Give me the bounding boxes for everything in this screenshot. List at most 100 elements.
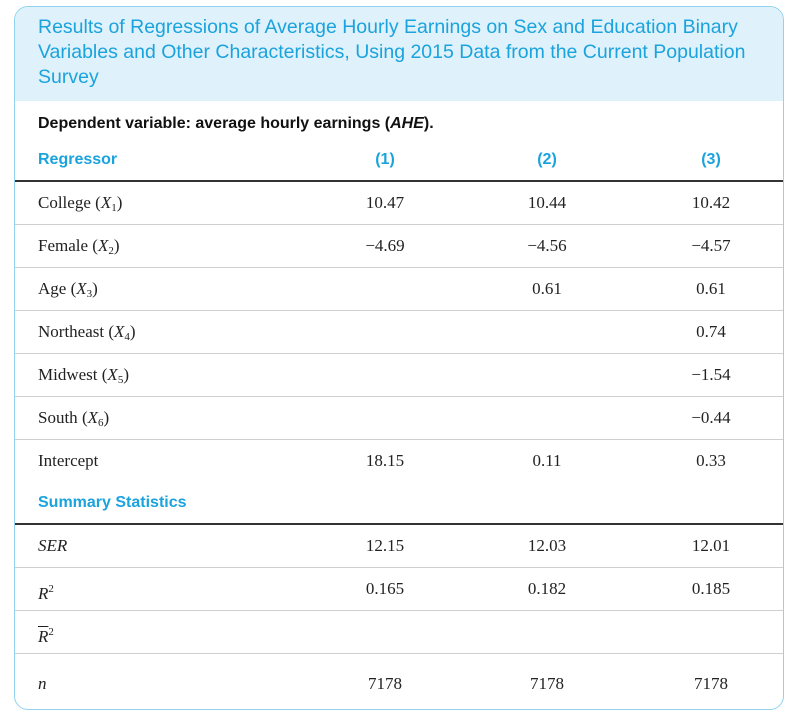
table-title: Results of Regressions of Average Hourly…: [38, 16, 746, 88]
row-divider: [15, 267, 783, 268]
regressor-symbol: X: [107, 365, 118, 384]
header-col3: (3): [701, 151, 721, 168]
row-divider: [15, 439, 783, 440]
table-row: Intercept 18.15 0.11 0.33: [15, 440, 783, 482]
table-row: Age (X3) 0.61 0.61: [15, 268, 783, 310]
row-label: R2: [38, 568, 54, 610]
cell-col1: 7178: [368, 674, 402, 693]
table-row: n 7178 7178 7178: [15, 663, 783, 705]
table-row: Female (X2) −4.69 −4.56 −4.57: [15, 225, 783, 267]
cell-col2: 10.44: [527, 193, 567, 212]
summary-header: Summary Statistics: [38, 494, 187, 511]
regressor-subscript: 2: [108, 245, 114, 257]
regressor-symbol: X: [97, 236, 109, 255]
cell-col1: −4.69: [365, 236, 405, 255]
cell-col2: 0.11: [532, 451, 562, 470]
header-rule: [15, 180, 783, 182]
header-col1: (1): [375, 151, 395, 168]
summary-header-row: Summary Statistics: [15, 482, 783, 524]
cell-col3: −4.57: [691, 236, 731, 255]
row-label: SER: [38, 536, 68, 555]
row-label: College (X1): [38, 193, 123, 214]
summary-rule: [15, 523, 783, 525]
row-label: Midwest (X5): [38, 365, 129, 386]
regressor-name: Northeast: [38, 322, 105, 341]
cell-col3: 0.33: [696, 451, 726, 470]
dependent-variable-note: Dependent variable: average hourly earni…: [38, 115, 434, 133]
cell-col3: 7178: [694, 674, 728, 693]
row-divider: [15, 396, 783, 397]
cell-col1: [315, 311, 455, 353]
table-row: Northeast (X4) 0.74: [15, 311, 783, 353]
row-divider: [15, 653, 783, 654]
regressor-subscript: 3: [86, 288, 93, 300]
cell-col3: 0.61: [696, 279, 726, 298]
table-row: South (X6) −0.44: [15, 397, 783, 439]
stat-symbol: R: [38, 584, 49, 603]
cell-col3: −0.44: [691, 408, 731, 427]
regressor-subscript: 5: [117, 374, 124, 386]
stat-symbol: R: [38, 627, 49, 646]
cell-col1: 12.15: [365, 536, 405, 555]
cell-col2: 0.182: [527, 579, 567, 598]
row-divider: [15, 610, 783, 611]
table-row: R2 0.165 0.182 0.185: [15, 568, 783, 610]
row-label: Age (X3): [38, 279, 98, 300]
table-frame: Results of Regressions of Average Hourly…: [14, 6, 784, 710]
cell-col1: [315, 397, 455, 439]
regressor-symbol: X: [87, 408, 98, 427]
cell-col2: 7178: [530, 674, 564, 693]
table-row: Midwest (X5) −1.54: [15, 354, 783, 396]
row-label: n: [38, 674, 47, 693]
dep-var-prefix: Dependent variable: average hourly earni…: [38, 115, 391, 132]
regressor-name: Age: [38, 279, 67, 298]
table-row: R2: [15, 611, 783, 653]
row-label: Intercept: [38, 451, 99, 470]
row-divider: [15, 224, 783, 225]
header-col2: (2): [537, 151, 557, 168]
table-row: College (X1) 10.47 10.44 10.42: [15, 182, 783, 224]
dep-var-abbr: AHE: [390, 115, 424, 132]
title-box: Results of Regressions of Average Hourly…: [15, 7, 783, 101]
cell-col2: [477, 311, 617, 353]
row-label: Female (X2): [38, 236, 120, 257]
cell-col1: 18.15: [365, 451, 405, 470]
cell-col1: [315, 268, 455, 310]
regressor-subscript: 1: [111, 202, 117, 214]
row-label: South (X6): [38, 408, 110, 429]
cell-col3: −1.54: [691, 365, 731, 384]
regressor-symbol: X: [114, 322, 125, 341]
stat-superscript: 2: [48, 583, 54, 595]
row-label: R2: [38, 611, 54, 653]
cell-col2: [477, 354, 617, 396]
cell-col3: 0.74: [696, 322, 726, 341]
cell-col3: 0.185: [691, 579, 731, 598]
cell-col1: [315, 611, 455, 653]
cell-col2: 12.03: [527, 536, 567, 555]
row-label: Northeast (X4): [38, 322, 136, 343]
cell-col3: [641, 611, 781, 653]
regressor-symbol: X: [100, 193, 112, 212]
regressor-subscript: 4: [124, 331, 130, 343]
cell-col1: [315, 354, 455, 396]
regressor-subscript: 6: [98, 417, 104, 429]
regressor-name: South: [38, 408, 78, 427]
row-divider: [15, 567, 783, 568]
regressor-name: Midwest: [38, 365, 98, 384]
cell-col2: [477, 611, 617, 653]
dep-var-suffix: ).: [423, 115, 434, 132]
cell-col1: 0.165: [365, 579, 405, 598]
header-regressor: Regressor: [38, 151, 118, 168]
stat-superscript: 2: [48, 626, 54, 638]
cell-col3: 10.42: [691, 193, 731, 212]
cell-col2: −4.56: [527, 236, 567, 255]
regressor-name: Female: [38, 236, 89, 255]
regressor-name: College: [38, 193, 91, 212]
row-divider: [15, 310, 783, 311]
cell-col1: 10.47: [365, 193, 405, 212]
cell-col3: 12.01: [691, 536, 731, 555]
regressor-symbol: X: [76, 279, 87, 298]
table-row: SER 12.15 12.03 12.01: [15, 525, 783, 567]
row-divider: [15, 353, 783, 354]
column-header-row: Regressor (1) (2) (3): [15, 139, 783, 181]
